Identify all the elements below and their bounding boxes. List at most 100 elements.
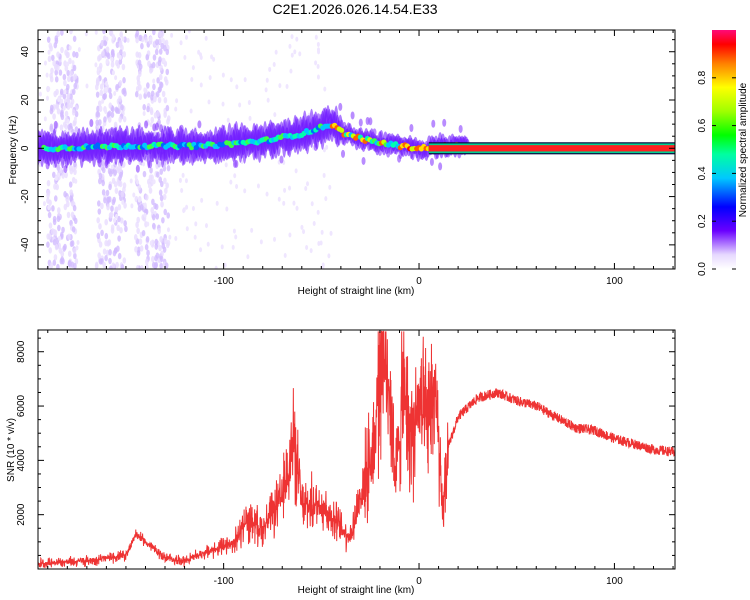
noise-speck	[56, 30, 60, 38]
noise-speck	[47, 86, 51, 92]
noise-speck	[66, 211, 71, 219]
noise-speck	[139, 204, 144, 211]
noise-speck	[62, 105, 66, 111]
y-tick-label: 4000	[16, 449, 27, 472]
noise-speck	[163, 237, 168, 245]
noise-speck	[109, 265, 113, 269]
noise-speck	[120, 264, 125, 269]
noise-speck	[158, 244, 162, 252]
noise-speck	[74, 110, 79, 118]
snr-xlabel: Height of straight line (km)	[298, 585, 415, 596]
noise-speck	[248, 115, 252, 121]
x-tick-label: 100	[606, 276, 623, 287]
noise-speck	[49, 104, 54, 111]
noise-speck	[55, 88, 59, 96]
noise-speck	[142, 170, 147, 178]
y-tick-label: 20	[20, 94, 31, 106]
ridge-outlier	[372, 128, 377, 137]
noise-speck	[154, 48, 159, 56]
ridge-outlier	[409, 123, 414, 132]
noise-speck	[272, 62, 276, 68]
noise-speck	[212, 56, 216, 62]
noise-speck	[161, 217, 165, 224]
noise-speck	[108, 102, 113, 109]
noise-speck	[117, 252, 122, 260]
noise-speck	[72, 51, 76, 58]
noise-speck	[122, 77, 126, 84]
noise-speck	[110, 167, 115, 175]
noise-speck	[95, 91, 100, 98]
y-tick-label: -40	[20, 237, 31, 252]
noise-speck	[113, 121, 118, 129]
noise-speck	[58, 69, 63, 76]
noise-speck	[166, 212, 170, 219]
colorbar-ticks: 0.0 0.2 0.4 0.6 0.8	[697, 70, 736, 276]
noise-speck	[235, 184, 239, 190]
noise-speck	[77, 47, 81, 53]
noise-speck	[312, 220, 316, 226]
noise-speck	[57, 207, 61, 214]
noise-speck	[160, 42, 164, 50]
noise-speck	[162, 57, 166, 63]
noise-speck	[316, 74, 320, 80]
noise-speck	[56, 51, 60, 58]
noise-speck	[51, 54, 55, 62]
noise-speck	[66, 92, 71, 99]
noise-speck	[294, 168, 298, 174]
noise-speck	[50, 67, 54, 74]
noise-speck	[174, 235, 178, 241]
noise-speck	[163, 177, 167, 185]
noise-speck	[288, 185, 292, 191]
noise-speck	[66, 51, 70, 58]
noise-speck	[105, 80, 109, 86]
noise-speck	[104, 109, 108, 115]
noise-speck	[277, 196, 281, 202]
noise-speck	[108, 87, 112, 94]
noise-speck	[110, 227, 115, 234]
noise-speck	[47, 49, 51, 55]
noise-speck	[119, 31, 124, 38]
noise-speck	[118, 80, 123, 87]
noise-speck	[119, 217, 124, 224]
noise-speck	[115, 213, 119, 219]
noise-speck	[175, 98, 179, 104]
noise-speck	[151, 198, 155, 206]
noise-speck	[231, 244, 235, 250]
noise-speck	[96, 232, 101, 240]
noise-speck	[97, 252, 101, 259]
noise-speck	[158, 189, 163, 196]
noise-speck	[54, 76, 59, 83]
noise-speck	[95, 111, 100, 118]
noise-speck	[60, 46, 64, 54]
noise-speck	[105, 58, 109, 64]
noise-speck	[139, 245, 144, 252]
noise-speck	[46, 192, 50, 199]
noise-speck	[47, 211, 52, 219]
noise-speck	[164, 39, 169, 47]
noise-speck	[53, 195, 58, 202]
noise-speck	[187, 30, 191, 34]
noise-speck	[97, 200, 101, 207]
noise-speck	[105, 46, 110, 53]
y-tick-label: 0	[20, 145, 31, 151]
noise-speck	[309, 248, 313, 254]
noise-speck	[118, 54, 122, 60]
noise-speck	[71, 109, 76, 116]
noise-speck	[154, 203, 159, 210]
noise-speck	[200, 197, 204, 203]
snr-ylabel: SNR (10 * v/v)	[6, 418, 17, 482]
noise-speck	[153, 112, 158, 119]
y-tick-label: 40	[20, 46, 31, 58]
noise-speck	[134, 174, 138, 180]
noise-speck	[105, 189, 110, 197]
noise-speck	[46, 179, 51, 187]
noise-speck	[94, 261, 99, 269]
noise-speck	[139, 265, 144, 269]
noise-speck	[64, 171, 68, 179]
noise-speck	[111, 70, 115, 76]
noise-speck	[146, 91, 151, 98]
spectrogram-ylabel: Frequency (Hz)	[8, 116, 19, 185]
noise-speck	[179, 40, 183, 46]
noise-speck	[136, 249, 141, 257]
noise-speck	[136, 227, 140, 235]
